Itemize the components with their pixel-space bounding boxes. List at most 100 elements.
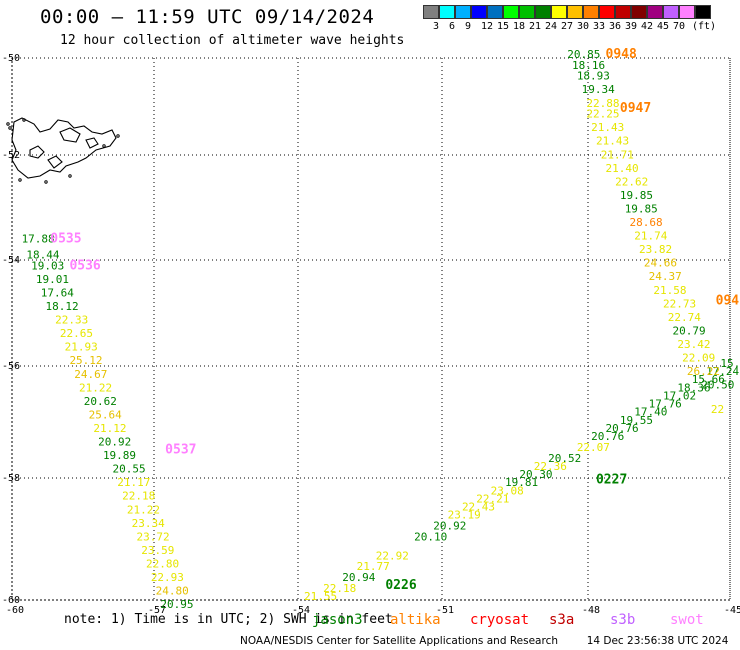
wave-height-value: 21.22 bbox=[79, 381, 112, 394]
color-swatch bbox=[567, 5, 583, 19]
color-swatch bbox=[583, 5, 599, 19]
wave-height-value: 20.92 bbox=[433, 520, 466, 533]
wave-height-value: 21.93 bbox=[65, 341, 98, 354]
falklands-outline bbox=[11, 117, 117, 179]
wave-height-value: 18.44 bbox=[26, 249, 59, 262]
wave-height-value: 22.73 bbox=[663, 297, 696, 310]
islet-outline bbox=[22, 118, 26, 122]
pass-time-label: 0947 bbox=[620, 101, 651, 116]
color-swatch bbox=[519, 5, 535, 19]
legend-swot: swot bbox=[670, 612, 704, 628]
falklands-outline bbox=[47, 155, 63, 169]
wave-height-value: 21.40 bbox=[606, 162, 639, 175]
lon-label: -48 bbox=[582, 605, 600, 616]
wave-height-value: 19.81 bbox=[505, 476, 538, 489]
color-scale-label: 18 bbox=[513, 21, 526, 32]
wave-height-value: 15.66 bbox=[692, 373, 725, 386]
pass-time-label: 0226 bbox=[385, 578, 416, 593]
wave-height-value: 22.21 bbox=[476, 492, 509, 505]
color-swatch bbox=[535, 5, 551, 19]
wave-height-value: 24.67 bbox=[74, 368, 107, 381]
islet-outline bbox=[44, 180, 48, 184]
wave-height-value: 21.71 bbox=[601, 148, 634, 161]
wave-height-value: 28.68 bbox=[629, 216, 662, 229]
pass-time-label: 0536 bbox=[69, 258, 100, 273]
wave-height-value: 17.88 bbox=[22, 232, 55, 245]
page-subtitle: 12 hour collection of altimeter wave hei… bbox=[60, 33, 405, 48]
wave-height-value: 20.95 bbox=[160, 598, 193, 611]
lon-label: -54 bbox=[292, 605, 310, 616]
wave-height-value: 22.36 bbox=[534, 460, 567, 473]
generated-timestamp: 14 Dec 23:56:38 UTC 2024 bbox=[586, 635, 729, 647]
color-scale-label: 39 bbox=[625, 21, 638, 32]
color-scale-label: 6 bbox=[449, 21, 456, 32]
wave-height-value: 23.08 bbox=[491, 484, 524, 497]
color-swatch bbox=[487, 5, 503, 19]
wave-height-value: 22.92 bbox=[376, 549, 409, 562]
color-swatch bbox=[663, 5, 679, 19]
color-scale-label: 45 bbox=[657, 21, 670, 32]
islet-outline bbox=[68, 174, 72, 178]
wave-height-value: 21.22 bbox=[127, 503, 160, 516]
wave-height-value: 22.65 bbox=[60, 327, 93, 340]
wave-height-value: 18.12 bbox=[46, 300, 79, 313]
wave-height-value: 22.25 bbox=[586, 108, 619, 121]
lon-label: -51 bbox=[436, 605, 454, 616]
pass-time-label: 0537 bbox=[165, 443, 196, 458]
wave-height-value: 17.24 bbox=[706, 365, 739, 378]
falklands-outline bbox=[29, 145, 45, 159]
wave-height-value: 24.37 bbox=[649, 270, 682, 283]
lon-label: -57 bbox=[148, 605, 166, 616]
wave-height-value: 21.43 bbox=[591, 121, 624, 134]
wave-height-value: 22.33 bbox=[55, 314, 88, 327]
wave-height-value: 22.09 bbox=[682, 352, 715, 365]
color-scale-label: 70 bbox=[673, 21, 686, 32]
footnote: note: 1) Time is in UTC; 2) SWH is in fe… bbox=[64, 612, 393, 627]
legend-s3a: s3a bbox=[549, 612, 575, 628]
wave-height-value: 21.74 bbox=[634, 230, 667, 243]
lat-label: -56 bbox=[2, 361, 20, 372]
color-scale-label: 12 bbox=[481, 21, 494, 32]
wave-height-value: 19.03 bbox=[31, 259, 64, 272]
page-title: 00:00 – 11:59 UTC 09/14/2024 bbox=[40, 6, 375, 28]
pass-time-label: 0948 bbox=[606, 47, 637, 62]
unit-label: (ft) bbox=[692, 21, 717, 32]
islet-outline bbox=[116, 134, 120, 138]
wave-height-value: 20.55 bbox=[113, 463, 146, 476]
color-scale-label: 24 bbox=[545, 21, 558, 32]
wave-height-value: 22.80 bbox=[146, 557, 179, 570]
color-scale-label: 27 bbox=[561, 21, 574, 32]
wave-height-value: 22 bbox=[711, 403, 724, 416]
wave-height-value: 18.93 bbox=[577, 70, 610, 83]
legend-s3b: s3b bbox=[610, 612, 636, 628]
color-swatch bbox=[551, 5, 567, 19]
wave-height-value: 17.40 bbox=[634, 406, 667, 419]
pass-time-label: 0535 bbox=[50, 231, 81, 246]
wave-height-value: 15.58 bbox=[720, 357, 740, 370]
wave-height-value: 20.92 bbox=[98, 436, 131, 449]
wave-height-value: 17.76 bbox=[649, 398, 682, 411]
wave-height-value: 20.79 bbox=[673, 324, 706, 337]
wave-height-value: 20.85 bbox=[567, 48, 600, 61]
islet-outline bbox=[8, 126, 12, 130]
lat-label: -60 bbox=[2, 595, 20, 606]
credit-text: NOAA/NESDIS Center for Satellite Applica… bbox=[240, 635, 558, 647]
legend-altika: altika bbox=[390, 612, 441, 628]
lat-label: -50 bbox=[2, 53, 20, 64]
color-scale-label: 9 bbox=[465, 21, 472, 32]
color-scale-label: 21 bbox=[529, 21, 542, 32]
wave-height-value: 20.76 bbox=[591, 430, 624, 443]
falklands-outline bbox=[59, 127, 81, 143]
color-swatch bbox=[423, 5, 439, 19]
map-frame bbox=[11, 57, 731, 601]
wave-height-value: 24.66 bbox=[644, 257, 677, 270]
wave-height-value: 22.18 bbox=[323, 582, 356, 595]
wave-height-value: 22.93 bbox=[151, 571, 184, 584]
pass-time-label: 094 bbox=[716, 294, 740, 309]
islet-outline bbox=[18, 178, 22, 182]
wave-height-value: 19.85 bbox=[625, 202, 658, 215]
color-swatch bbox=[455, 5, 471, 19]
wave-height-value: 17.64 bbox=[41, 286, 74, 299]
wave-height-value: 21.12 bbox=[93, 422, 126, 435]
lat-label: -58 bbox=[2, 473, 20, 484]
